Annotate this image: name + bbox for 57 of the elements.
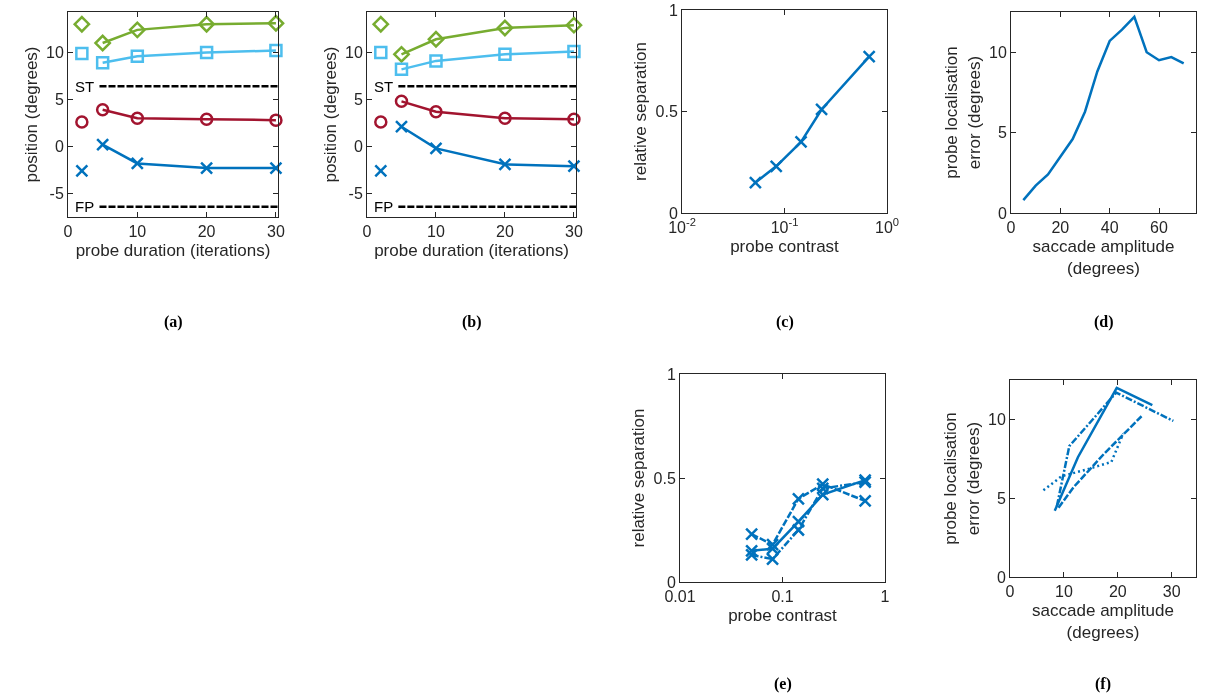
x-axis-title: probe duration (iterations) [374, 240, 569, 260]
x-tick-label: 20 [496, 223, 514, 241]
y-tick-label: 10 [988, 411, 1006, 428]
ref-line-label: FP [374, 198, 394, 215]
y-tick-label: -5 [348, 185, 363, 203]
x-axis-title: probe contrast [728, 605, 838, 625]
x-axis-title: probe duration (iterations) [75, 240, 271, 260]
y-tick-label: 1 [668, 1, 678, 19]
y-tick-label: 10 [46, 44, 64, 62]
x-tick-label: 10 [128, 223, 147, 241]
y-tick-label: 10 [989, 43, 1007, 61]
y-axis-title: relative separation [629, 408, 649, 548]
y-axis-title: probe localisation error (degrees) [942, 46, 984, 179]
y-tick-label: 0 [353, 138, 363, 156]
text: (a) [164, 313, 183, 331]
ref-line-label: ST [374, 78, 394, 95]
text: (e) [774, 675, 792, 693]
y-tick-label: 0.5 [655, 103, 678, 121]
x-tick-label: 30 [565, 223, 583, 241]
x-axis-title: probe contrast [730, 236, 840, 256]
x-tick-label: 20 [1108, 583, 1127, 601]
x-tick-label: 10 [1055, 583, 1073, 601]
y-axis-title: probe localisation error (degrees) [941, 412, 983, 545]
x-tick-label: 0.01 [664, 588, 696, 606]
x-tick-label: 60 [1150, 219, 1168, 237]
x-tick-label: 10 [427, 223, 445, 241]
y-tick-label: 5 [997, 124, 1007, 142]
y-tick-label: 5 [996, 489, 1006, 507]
y-tick-label: 5 [353, 91, 363, 109]
y-tick-label: 0.5 [653, 469, 676, 487]
x-tick-label: 30 [1162, 583, 1181, 601]
y-tick-label: 0 [54, 138, 64, 156]
y-tick-label: 0 [996, 568, 1006, 586]
ref-line-label: FP [75, 198, 95, 215]
y-tick-label: -5 [49, 185, 64, 203]
text: (f) [1095, 675, 1111, 693]
y-tick-label: 1 [666, 365, 676, 383]
x-tick-label: 10$^{-1}$ [770, 216, 799, 237]
y-axis-title: position (degrees) [21, 46, 41, 183]
x-tick-label: 30 [267, 223, 285, 241]
x-axis-title: saccade amplitude (degrees) [1032, 236, 1175, 278]
y-tick-label: 5 [54, 91, 64, 109]
x-tick-label: 1 [880, 588, 890, 606]
y-tick-label: 0 [997, 204, 1007, 222]
x-tick-label: 40 [1100, 219, 1119, 237]
x-axis-title: saccade amplitude (degrees) [1032, 600, 1174, 642]
x-tick-label: 0.1 [771, 588, 794, 606]
x-tick-label: 20 [1051, 219, 1070, 237]
x-tick-label: 20 [197, 223, 216, 241]
y-axis-title: relative separation [631, 42, 651, 181]
ref-line-label: ST [75, 78, 95, 95]
x-tick-label: 10$^{0}$ [874, 216, 900, 237]
y-tick-label: 10 [345, 44, 363, 62]
text: (c) [776, 313, 794, 331]
text: (b) [462, 313, 482, 331]
text: (d) [1094, 313, 1114, 331]
y-axis-title: position (degrees) [320, 46, 340, 183]
